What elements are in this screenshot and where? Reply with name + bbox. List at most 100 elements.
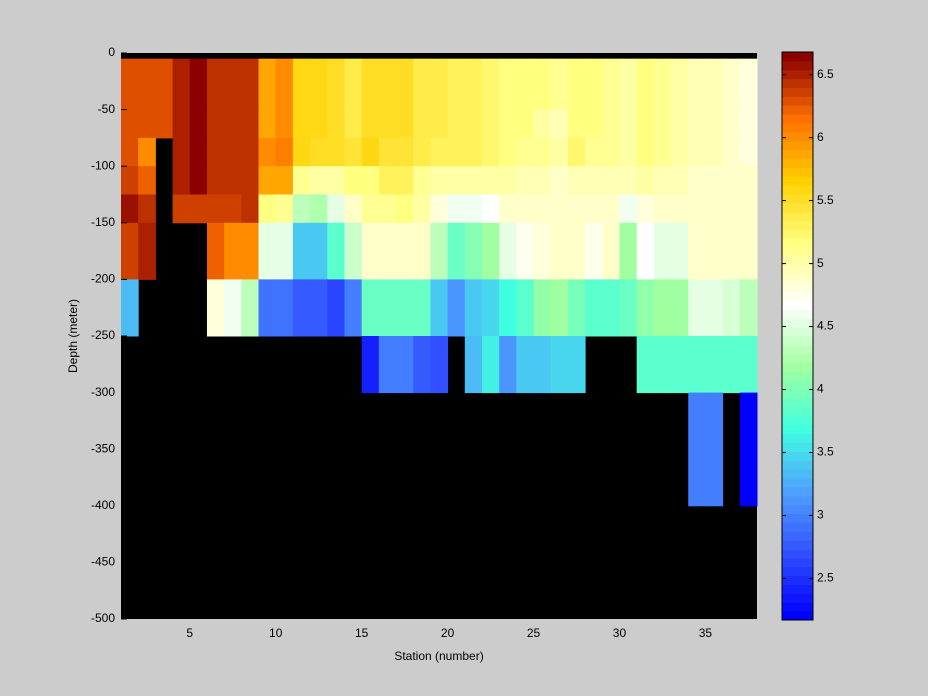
heatmap-cell	[671, 336, 689, 394]
heatmap-cell	[533, 222, 552, 280]
colorbar-cell	[782, 87, 813, 97]
heatmap-cell	[258, 279, 277, 337]
heatmap-cell	[447, 137, 466, 167]
heatmap-cell	[447, 222, 466, 280]
heatmap-cell	[653, 336, 672, 394]
colorbar-tick-label: 6.5	[817, 67, 834, 81]
heatmap-cell	[430, 194, 449, 224]
heatmap-cell	[464, 166, 483, 195]
heatmap-cell	[447, 58, 466, 111]
heatmap-cell	[430, 336, 449, 394]
heatmap-cell	[567, 137, 586, 167]
y-tick-label: -450	[91, 555, 115, 569]
heatmap-cell	[739, 392, 758, 507]
heatmap-cell	[567, 279, 586, 337]
heatmap-cell	[361, 137, 380, 167]
heatmap-cell	[585, 137, 603, 167]
x-tick-label: 20	[441, 626, 455, 640]
heatmap-cell	[636, 222, 655, 280]
colorbar-cell	[782, 265, 813, 275]
heatmap-cell	[310, 279, 328, 337]
heatmap-cell	[206, 279, 225, 337]
heatmap-cell	[481, 137, 500, 167]
heatmap-cell	[499, 137, 517, 167]
heatmap-cell	[567, 58, 586, 111]
heatmap-cell	[464, 279, 483, 337]
heatmap-cell	[138, 222, 156, 280]
heatmap-cell	[722, 336, 741, 394]
heatmap-cell	[206, 58, 225, 111]
heatmap-cell	[533, 166, 552, 195]
heatmap-cell	[653, 194, 672, 224]
heatmap-cell	[636, 137, 655, 167]
heatmap-cell	[413, 336, 431, 394]
heatmap-cell	[567, 194, 586, 224]
colorbar-tick-label: 3	[817, 508, 824, 522]
heatmap-cell	[722, 279, 741, 337]
heatmap-cell	[361, 166, 380, 195]
colorbar-tick-label: 4.5	[817, 319, 834, 333]
x-tick-label: 30	[613, 626, 627, 640]
heatmap-cell	[327, 58, 345, 111]
heatmap-cell	[671, 222, 689, 280]
heatmap-cell	[138, 58, 156, 111]
heatmap-cell	[172, 109, 191, 139]
colorbar-cell	[782, 327, 813, 337]
heatmap-cell	[447, 194, 466, 224]
colorbar-cell	[782, 415, 813, 426]
heatmap-cell	[671, 194, 689, 224]
heatmap-cell	[722, 137, 741, 167]
heatmap-cell	[516, 279, 535, 337]
heatmap-cell	[636, 279, 655, 337]
heatmap-cell	[310, 194, 328, 224]
heatmap-cell	[396, 58, 414, 111]
colorbar-cell	[782, 131, 813, 142]
heatmap-cell	[516, 222, 535, 280]
heatmap-cell	[705, 222, 724, 280]
heatmap-cell	[378, 137, 397, 167]
heatmap-cell	[258, 166, 277, 195]
heatmap-cell	[189, 166, 208, 195]
colorbar-cell	[782, 362, 813, 372]
heatmap-cell	[344, 109, 363, 139]
heatmap-cell	[292, 137, 311, 167]
heatmap-cell	[705, 166, 724, 195]
heatmap-cell	[739, 279, 758, 337]
heatmap-cell	[481, 194, 500, 224]
heatmap-cell	[533, 109, 552, 139]
heatmap-cell	[688, 109, 706, 139]
y-tick-label: -150	[91, 215, 115, 229]
heatmap-cell	[619, 166, 638, 195]
y-tick-label: -500	[91, 611, 115, 625]
heatmap-cell	[619, 279, 638, 337]
heatmap-cell	[413, 194, 431, 224]
colorbar-cell	[782, 309, 813, 319]
x-tick-label: 10	[269, 626, 283, 640]
heatmap-cell	[533, 137, 552, 167]
colorbar-cell	[782, 371, 813, 381]
heatmap-cell	[516, 194, 535, 224]
heatmap-cell	[275, 109, 294, 139]
x-tick-label: 25	[527, 626, 541, 640]
colorbar-cell	[782, 300, 813, 310]
heatmap-cell	[275, 279, 294, 337]
heatmap-cell	[481, 58, 500, 111]
heatmap-cell	[413, 166, 431, 195]
heatmap-cell	[739, 194, 758, 224]
colorbar-cell	[782, 123, 813, 133]
heatmap-cell	[550, 137, 569, 167]
heatmap-cell	[413, 222, 431, 280]
heatmap-cell	[705, 137, 724, 167]
heatmap-cell	[206, 194, 225, 224]
colorbar-cell	[782, 220, 813, 230]
heatmap-cell	[602, 222, 620, 280]
heatmap-cell	[206, 166, 225, 195]
colorbar-cell	[782, 336, 813, 346]
colorbar-cell	[782, 202, 813, 213]
heatmap-cell	[396, 137, 414, 167]
x-tick-label: 5	[186, 626, 193, 640]
heatmap-cell	[378, 279, 397, 337]
heatmap-cell	[172, 137, 191, 167]
colorbar-cell	[782, 424, 813, 435]
